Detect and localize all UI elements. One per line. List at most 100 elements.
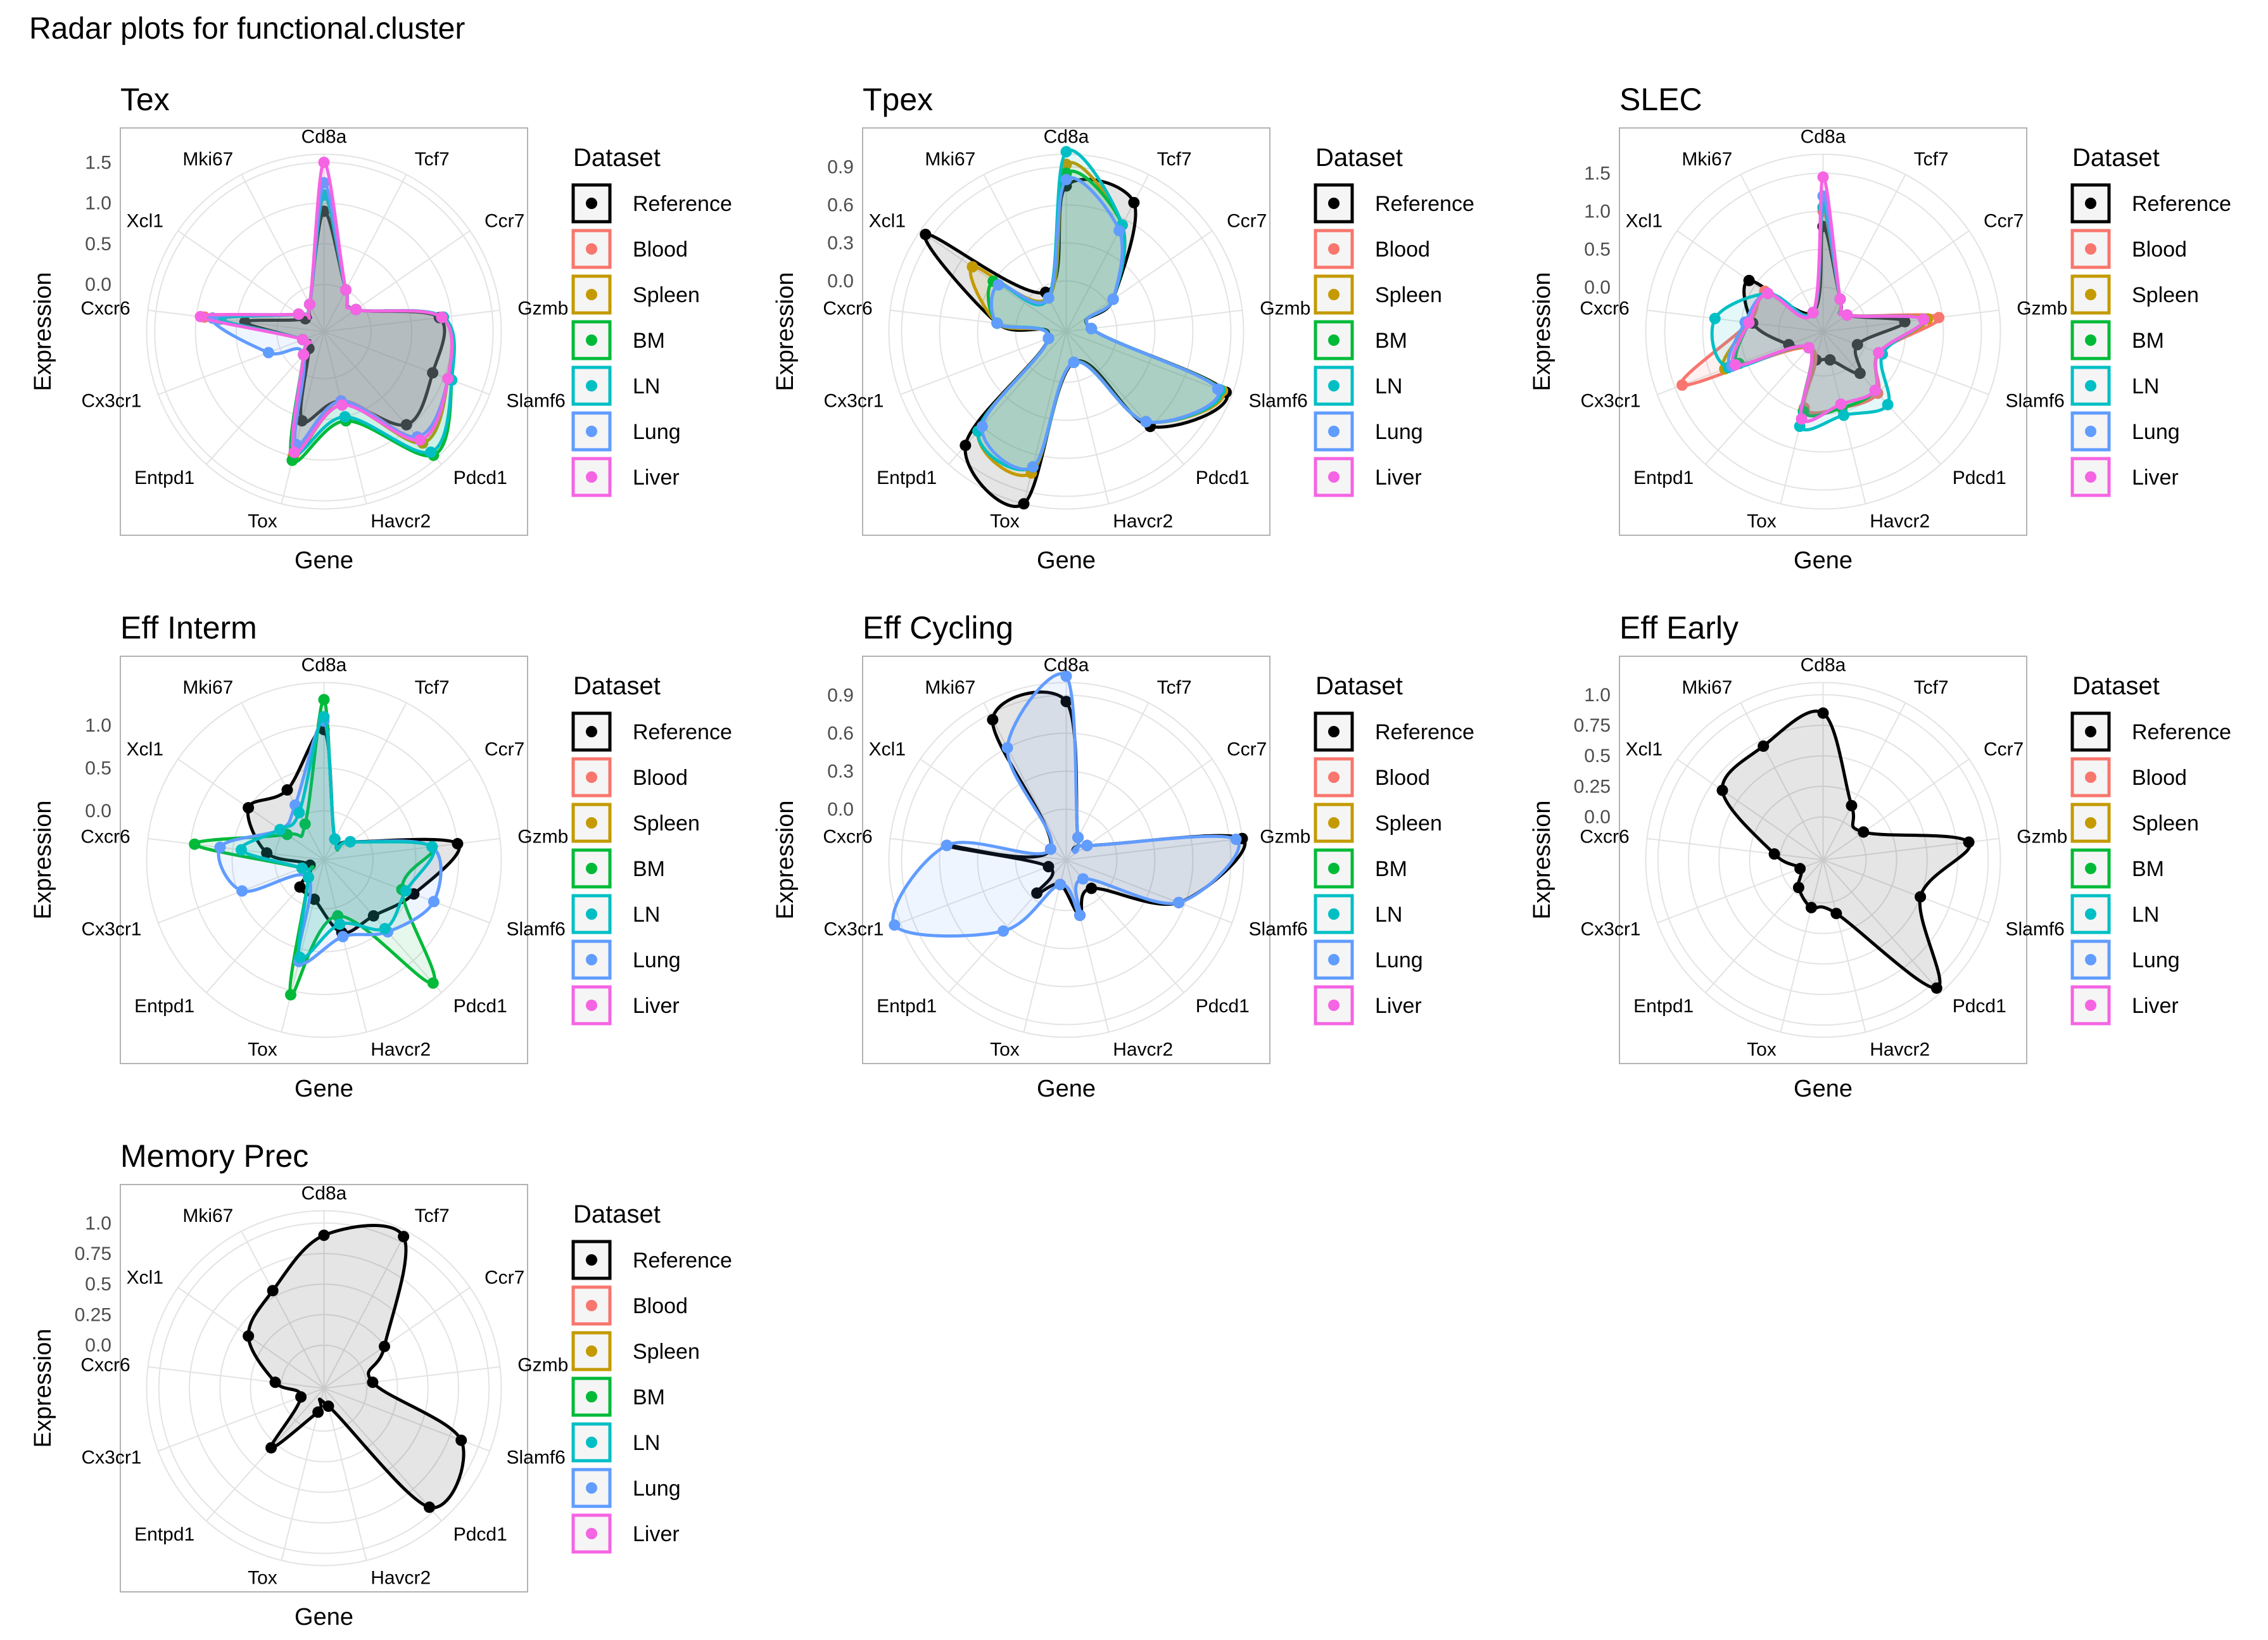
legend-label-reference: Reference [633, 1249, 732, 1273]
grid-spoke [1822, 702, 1906, 860]
point-lung-gzmb [1086, 322, 1098, 334]
grid-spoke [920, 758, 1067, 861]
legend-title: Dataset [573, 1200, 661, 1228]
gene-label-tcf7: Tcf7 [415, 677, 450, 698]
gene-label-cx3cr1: Cx3cr1 [81, 391, 141, 412]
gene-label-cxcr6: Cxcr6 [823, 298, 872, 319]
point-liver-ccr7 [350, 303, 362, 315]
y-axis-title: Expression [772, 801, 799, 920]
y-tick-label: 1.0 [1584, 685, 1611, 706]
point-reference-mki67 [281, 784, 293, 796]
point-liver-slamf6 [442, 372, 454, 385]
point-reference-havcr2 [1824, 354, 1836, 366]
point-reference-entpd1 [294, 881, 306, 893]
gene-label-xcl1: Xcl1 [1626, 211, 1663, 232]
point-lung-pdcd1 [1140, 416, 1152, 428]
gene-label-cxcr6: Cxcr6 [1580, 298, 1629, 319]
grid-spoke [1780, 860, 1824, 1033]
gene-label-gzmb: Gzmb [2017, 298, 2067, 319]
legend-dot [586, 817, 597, 829]
grid-spoke [1065, 860, 1110, 1033]
x-axis-title: Gene [1794, 1076, 1853, 1102]
point-liver-tox [288, 447, 300, 459]
grid-spoke [148, 309, 324, 333]
point-lung-tcf7 [1072, 832, 1084, 844]
point-reference-xcl1 [920, 229, 932, 241]
series-lung [889, 670, 1242, 938]
point-bm-mki67 [299, 818, 311, 830]
y-tick-label: 0.6 [827, 723, 854, 744]
point-ln-pdcd1 [1882, 398, 1894, 410]
legend-label-bm: BM [633, 1385, 665, 1409]
point-reference-ccr7 [1858, 826, 1870, 838]
legend: Dataset Reference Blood Spleen BM LN Lung Liver [2070, 144, 2231, 497]
grid-spoke [206, 1387, 325, 1522]
legend-dot [1328, 726, 1340, 737]
legend-key-blood: Blood [1314, 229, 1430, 269]
gene-label-tox: Tox [248, 511, 277, 532]
point-reference-xcl1 [243, 1330, 255, 1342]
legend-key-ln: LN [571, 366, 660, 406]
point-reference-cx3cr1 [295, 1391, 307, 1403]
y-axis-title: Expression [30, 272, 56, 391]
panel-title-eff-early: Eff Early [1619, 610, 1739, 645]
legend-label-liver: Liver [1375, 466, 1422, 490]
legend-key-ln: LN [2070, 894, 2159, 934]
point-ln-slamf6 [400, 885, 412, 897]
grid-spoke [206, 859, 325, 993]
point-reference-xcl1 [1743, 274, 1755, 286]
grid-spoke [1822, 331, 1941, 465]
gene-label-tcf7: Tcf7 [1157, 149, 1192, 170]
legend-key-ln: LN [2070, 366, 2159, 406]
gene-label-cd8a: Cd8a [1044, 127, 1089, 148]
legend-label-reference: Reference [1375, 720, 1474, 744]
point-reference-slamf6 [1851, 339, 1863, 351]
legend-key-reference: Reference [2070, 183, 2231, 224]
legend-key-reference: Reference [571, 183, 732, 224]
grid-spoke [323, 1388, 367, 1561]
legend-label-lung: Lung [633, 948, 681, 972]
legend-label-liver: Liver [633, 1522, 680, 1546]
legend-label-lung: Lung [1375, 948, 1423, 972]
legend-title: Dataset [1315, 144, 1403, 172]
gene-label-havcr2: Havcr2 [1870, 511, 1930, 532]
legend-swatch [571, 803, 612, 843]
legend-dot [586, 198, 597, 209]
point-liver-tcf7 [340, 284, 352, 296]
y-tick-label: 0.75 [75, 1243, 111, 1264]
point-ln-havcr2 [1838, 409, 1850, 421]
gene-label-slamf6: Slamf6 [506, 1447, 565, 1468]
gene-label-xcl1: Xcl1 [127, 211, 163, 232]
legend-key-lung: Lung [1314, 939, 1423, 980]
legend-key-bm: BM [1314, 320, 1407, 360]
grid-spoke [323, 702, 407, 860]
grid-spoke [1740, 702, 1824, 860]
legend-dot [2085, 954, 2096, 965]
legend-dot [586, 1528, 597, 1539]
legend-key-blood: Blood [1314, 757, 1430, 798]
point-bm-cd8a [318, 694, 330, 706]
point-ln-havcr2 [339, 411, 351, 423]
panel-title-eff-interm: Eff Interm [120, 610, 257, 645]
legend-key-blood: Blood [2070, 757, 2187, 798]
point-lung-cd8a [1060, 670, 1072, 682]
legend-label-reference: Reference [2132, 720, 2231, 744]
point-lung-entpd1 [998, 925, 1010, 937]
legend-key-reference: Reference [1314, 183, 1474, 224]
legend-dot [586, 243, 597, 255]
point-reference-slamf6 [455, 1434, 467, 1446]
grid-spoke [1647, 309, 1823, 333]
gene-label-cd8a: Cd8a [1801, 655, 1846, 676]
legend-label-spleen: Spleen [633, 1340, 700, 1364]
point-bm-tox [285, 989, 297, 1001]
legend-key-reference: Reference [1314, 711, 1474, 752]
gene-label-tox: Tox [248, 1039, 277, 1060]
legend-dot [586, 471, 597, 483]
point-reference-cx3cr1 [1794, 863, 1806, 875]
gene-label-tox: Tox [248, 1568, 277, 1589]
point-reference-tcf7 [1846, 799, 1858, 811]
gene-label-cx3cr1: Cx3cr1 [81, 919, 141, 940]
point-lung-mki67 [1042, 292, 1055, 304]
legend-dot [2085, 817, 2096, 829]
legend-swatch [571, 1422, 612, 1463]
